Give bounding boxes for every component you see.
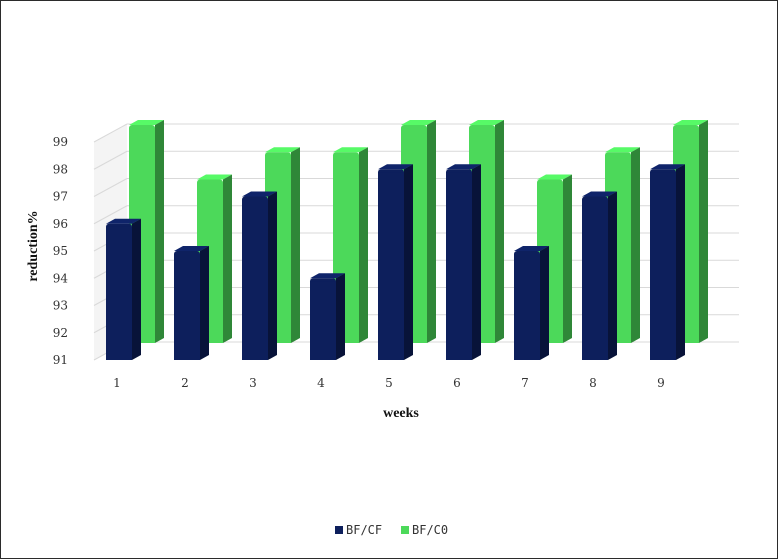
y-tick-label: 93	[53, 299, 68, 313]
bar-bf-cf	[446, 164, 481, 360]
bar-bf-cf	[378, 164, 413, 360]
bar-bf-cf	[242, 191, 277, 360]
y-axis-title: reduction%	[26, 210, 41, 281]
x-tick-label: 8	[589, 376, 597, 390]
bar-bf-cf	[106, 218, 141, 360]
legend-swatch	[335, 526, 343, 534]
x-tick-label: 7	[521, 376, 529, 390]
x-axis-title: weeks	[383, 406, 419, 421]
legend: BF/CF BF/C0	[335, 523, 448, 537]
y-tick-label: 99	[53, 135, 68, 149]
bar-bf-cf	[582, 191, 617, 360]
x-tick-label: 2	[181, 376, 189, 390]
y-tick-label: 95	[53, 244, 68, 258]
x-tick-label: 6	[453, 376, 461, 390]
gridline-depth	[93, 178, 128, 197]
y-tick-label: 91	[53, 353, 68, 367]
series-bf-cf-bars	[106, 164, 685, 360]
y-tick-label: 98	[53, 162, 68, 176]
y-tick-label: 92	[53, 326, 68, 340]
y-tick-label: 94	[53, 271, 69, 285]
y-tick-label: 96	[53, 217, 68, 231]
gridline-depth	[93, 205, 128, 225]
x-tick-label: 5	[385, 376, 393, 390]
legend-label: BF/CF	[346, 523, 382, 537]
gridline-depth	[93, 123, 128, 143]
gridline-depth	[93, 150, 128, 170]
bar-bf-cf	[310, 273, 345, 360]
bar-bf-cf	[514, 246, 549, 360]
legend-label: BF/C0	[412, 523, 448, 537]
bar-bf-c0	[401, 120, 436, 343]
x-tick-label: 9	[657, 376, 665, 390]
bar-bf-cf	[174, 246, 209, 360]
series-bf-c0-bars	[129, 120, 708, 343]
bar-bf-cf	[650, 164, 685, 360]
legend-item: BF/CF	[335, 523, 382, 537]
x-tick-labels: 1 2 3 4 5 6 7 8 9	[113, 376, 665, 390]
x-tick-label: 3	[249, 376, 257, 390]
y-tick-labels: 91 92 93 94 95 96 97 98 99	[53, 135, 69, 367]
bar-bf-c0	[333, 147, 368, 343]
x-tick-label: 4	[317, 376, 325, 390]
legend-item: BF/C0	[401, 523, 448, 537]
legend-swatch	[401, 526, 409, 534]
x-tick-label: 1	[113, 376, 121, 390]
y-tick-label: 97	[53, 190, 68, 204]
